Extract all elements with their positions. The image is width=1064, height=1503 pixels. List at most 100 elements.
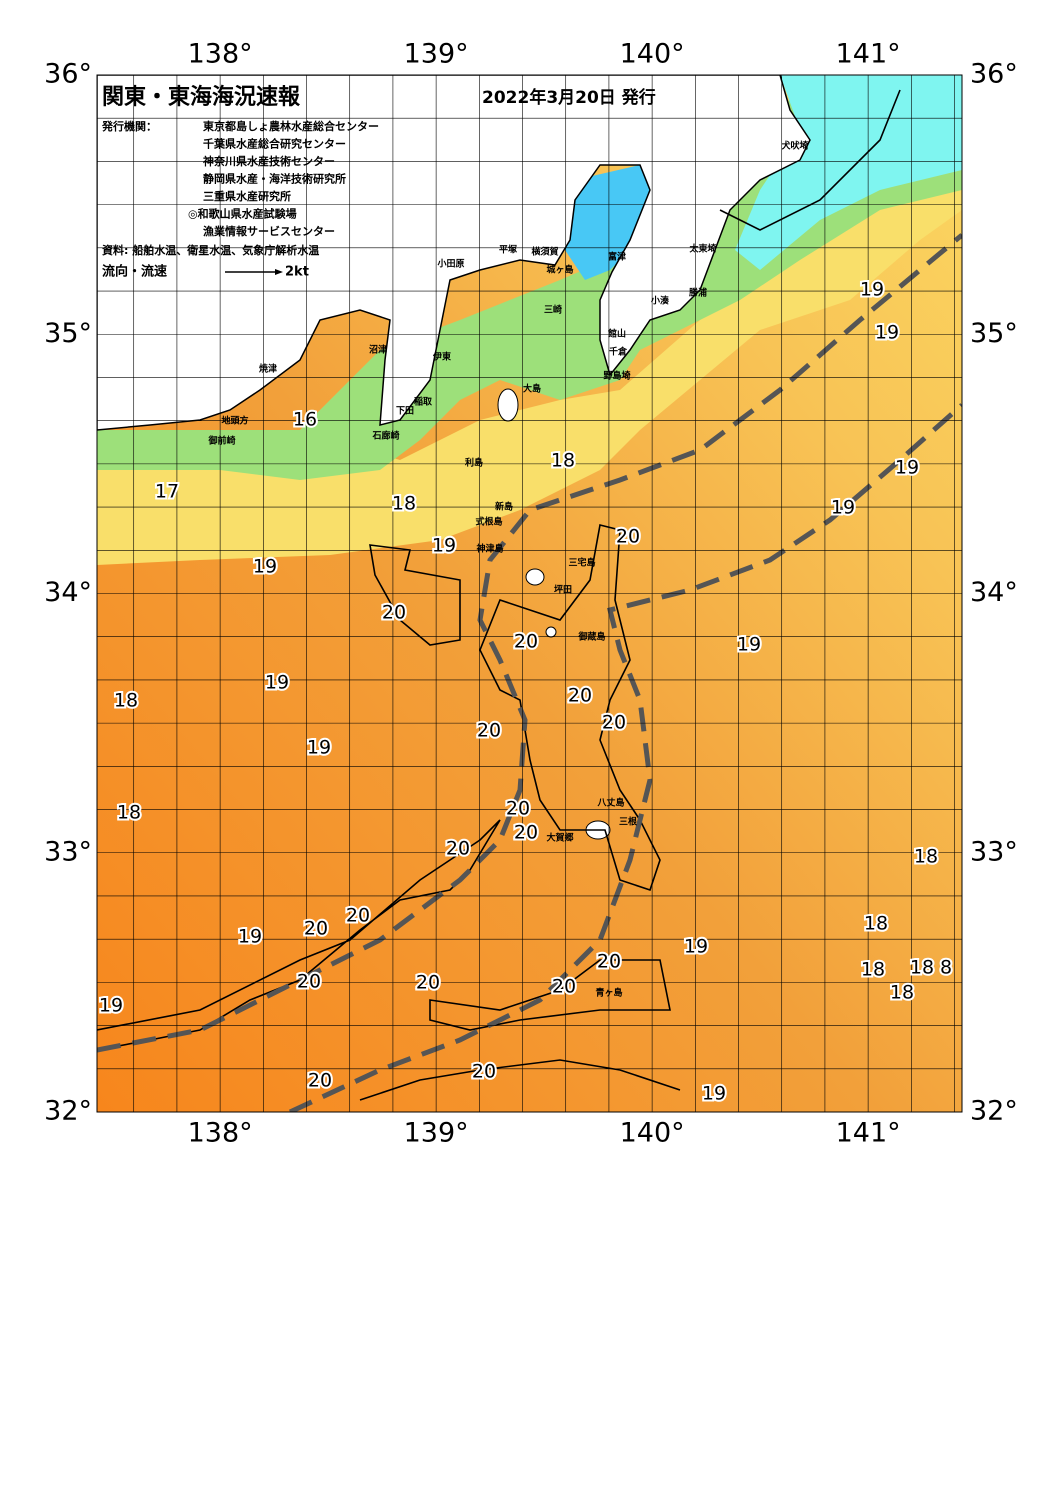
issuer-label: 発行機関： — [101, 119, 157, 133]
temperature-label: 18 — [117, 802, 141, 824]
place-name: 城ヶ島 — [546, 264, 573, 276]
place-name: 平塚 — [499, 244, 517, 256]
title: 関東・東海海況速報 — [102, 84, 301, 110]
place-name: 神津島 — [476, 543, 503, 555]
lat-tick-label: 35° — [970, 318, 1018, 349]
temperature-label: 19 — [432, 535, 456, 557]
island — [545, 626, 557, 638]
temperature-label: 19 — [875, 322, 899, 344]
temperature-label: 19 — [860, 279, 884, 301]
temperature-label: 20 — [297, 971, 321, 993]
temperature-label: 19 — [307, 737, 331, 759]
place-name: 式根島 — [475, 516, 502, 528]
issuer: 東京都島しょ農林水産総合センター — [203, 119, 379, 133]
place-name: 八丈島 — [596, 797, 624, 809]
legend-arrowhead — [275, 269, 283, 275]
lat-tick-label: 35° — [44, 318, 92, 349]
temperature-label: 20 — [514, 631, 538, 653]
place-name: 三根 — [619, 816, 638, 828]
place-name: 石廊崎 — [371, 430, 399, 442]
temperature-label: 18 — [864, 913, 888, 935]
temperature-label: 20 — [308, 1070, 332, 1092]
place-name: 千倉 — [609, 346, 628, 358]
temperature-label: 18 — [910, 957, 934, 979]
grid — [97, 75, 962, 1112]
place-name: 地頭方 — [221, 415, 248, 427]
lon-tick-label: 141° — [836, 1118, 901, 1149]
place-name: 横須賀 — [531, 246, 558, 258]
lat-tick-label: 32° — [970, 1096, 1018, 1127]
issuer: 漁業情報サービスセンター — [203, 224, 335, 238]
lon-tick-label: 141° — [836, 39, 901, 70]
island — [497, 388, 519, 422]
source: 資料: 船舶水温、衛星水温、気象庁解析水温 — [102, 243, 319, 257]
lat-tick-label: 33° — [44, 836, 92, 867]
place-name: 焼津 — [259, 363, 277, 375]
issuer: 神奈川県水産技術センター — [203, 154, 335, 168]
place-name: 下田 — [396, 406, 414, 417]
issuer: ◎和歌山県水産試験場 — [188, 207, 297, 221]
temperature-label: 20 — [446, 838, 470, 860]
lon-tick-label: 138° — [188, 39, 253, 70]
temperature-label: 19 — [238, 926, 262, 948]
place-name: 三崎 — [544, 304, 562, 316]
legend-speed: 2kt — [285, 265, 309, 280]
temperature-label: 20 — [382, 602, 406, 624]
temperature-label: 20 — [472, 1061, 496, 1083]
temperature-label: 16 — [293, 409, 317, 431]
map-frame — [96, 74, 963, 1113]
tokyo-bay — [565, 165, 660, 280]
temperature-label: 18 — [861, 959, 885, 981]
temperature-label: 18 — [914, 846, 938, 868]
place-name: 伊東 — [432, 351, 451, 363]
temperature-label: 20 — [346, 905, 370, 927]
place-name: 犬吠埼 — [780, 140, 808, 152]
temperature-label: 19 — [831, 497, 855, 519]
temperature-label: 18 — [890, 982, 914, 1004]
lat-tick-label: 34° — [44, 577, 92, 608]
temperature-label: 20 — [597, 951, 621, 973]
place-name: 稲取 — [414, 396, 433, 408]
issuer: 千葉県水産総合研究センター — [203, 137, 346, 151]
temperature-label: 20 — [552, 976, 576, 998]
temperature-label: 19 — [99, 995, 123, 1017]
temperature-label: 19 — [253, 556, 277, 578]
lon-tick-label: 140° — [620, 1118, 685, 1149]
place-name: 野島埼 — [603, 370, 630, 382]
place-name: 御蔵島 — [577, 631, 605, 643]
current-axis — [97, 233, 962, 1112]
lon-tick-label: 138° — [188, 1118, 253, 1149]
land — [97, 75, 811, 431]
temperature-label: 18 — [114, 690, 138, 712]
temperature-label: 20 — [416, 972, 440, 994]
place-name: 坪田 — [554, 584, 572, 596]
place-name: 勝浦 — [689, 287, 707, 299]
temperature-label: 20 — [602, 712, 626, 734]
place-name: 太東埼 — [688, 243, 716, 255]
lon-tick-label: 140° — [620, 39, 685, 70]
temperature-label: 20 — [616, 526, 640, 548]
temperature-label: 20 — [477, 720, 501, 742]
temperature-label: 20 — [514, 822, 538, 844]
place-name: 新島 — [495, 501, 513, 513]
place-name: 富津 — [608, 251, 626, 263]
temperature-label: 19 — [737, 634, 761, 656]
date: 2022年3月20日 発行 — [482, 87, 656, 108]
place-name: 三宅島 — [568, 557, 595, 569]
temperature-label: 19 — [895, 457, 919, 479]
temperature-label: 20 — [568, 685, 592, 707]
legend-label: 流向・流速 — [102, 264, 167, 280]
lat-tick-label: 36° — [44, 59, 92, 90]
temperature-label: 8 — [940, 957, 952, 979]
lon-tick-label: 139° — [404, 39, 469, 70]
temperature-label: 17 — [155, 481, 179, 503]
issuer: 静岡県水産・海洋技術研究所 — [203, 172, 346, 186]
place-name: 大島 — [523, 383, 541, 395]
place-name: 青ヶ島 — [595, 987, 622, 999]
lon-tick-label: 139° — [404, 1118, 469, 1149]
place-name: 小田原 — [436, 258, 464, 270]
map-body — [97, 75, 962, 1112]
lat-tick-label: 33° — [970, 836, 1018, 867]
place-name: 沼津 — [369, 344, 387, 356]
